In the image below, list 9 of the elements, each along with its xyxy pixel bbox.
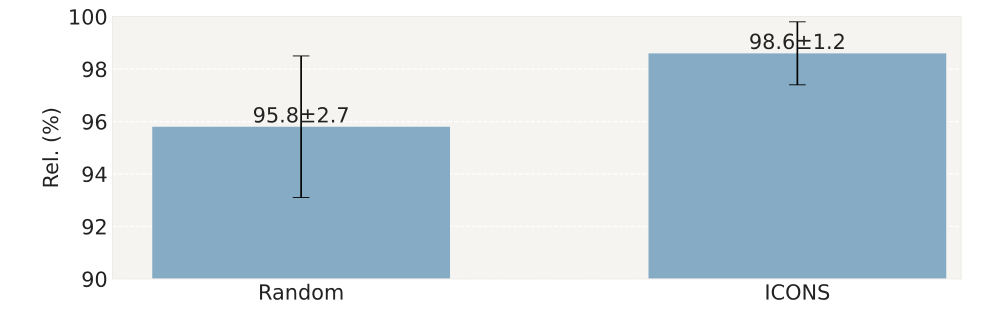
y-axis-title: Rel. (%) [42,108,61,186]
y-tick-label: 96 [82,114,106,130]
y-tick-label: 90 [82,271,106,288]
y-tick-label: 98 [82,62,106,78]
y-tick-label: 92 [82,218,106,235]
y-tick-label: 100 [70,9,106,25]
y-tick-label: 94 [82,166,107,182]
x-tick-label: ICONS [766,284,830,300]
x-tick-label: Random [260,284,342,300]
